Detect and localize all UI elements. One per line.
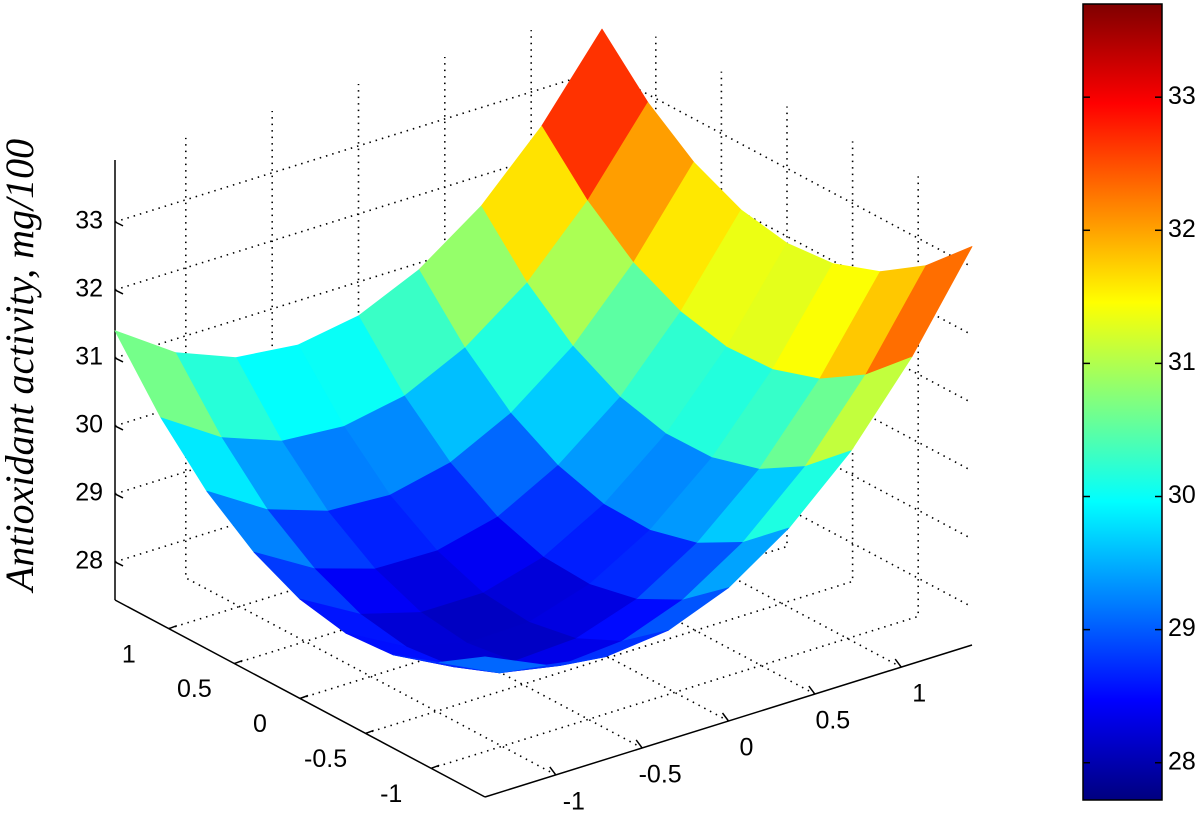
z-tick xyxy=(114,357,124,363)
colorbar-tick-label: 29 xyxy=(1168,614,1196,642)
z-tick-label: 29 xyxy=(75,479,103,507)
colorbar-tick-label: 31 xyxy=(1168,348,1196,376)
colorbar-tick-label: 32 xyxy=(1168,215,1196,243)
x-tick-label: -0.5 xyxy=(639,761,682,789)
y-tick-label: -1 xyxy=(380,780,402,808)
surface xyxy=(114,28,973,674)
z-tick xyxy=(114,561,124,567)
x-tick-label: 1 xyxy=(912,680,926,708)
x-tick xyxy=(808,685,816,695)
x-tick-label: -1 xyxy=(563,788,585,816)
colorbar-tick-label: 30 xyxy=(1168,481,1196,509)
grid-line xyxy=(114,137,973,336)
y-tick-label: 0.5 xyxy=(177,675,212,703)
x-tick xyxy=(635,739,643,749)
surface-cell xyxy=(438,656,546,674)
y-tick-label: 1 xyxy=(122,640,136,668)
grid-line xyxy=(430,176,920,770)
y-tick xyxy=(168,624,178,630)
y-tick xyxy=(234,659,243,665)
colorbar xyxy=(1082,3,1163,801)
z-tick-label: 31 xyxy=(75,343,103,371)
y-tick xyxy=(430,764,440,770)
x-tick xyxy=(549,766,557,776)
x-tick-label: 0 xyxy=(740,734,754,762)
z-tick-label: 33 xyxy=(75,206,103,234)
grid-line xyxy=(114,69,973,268)
grid-line xyxy=(114,205,973,404)
z-tick-label: 30 xyxy=(75,411,103,439)
z-tick xyxy=(114,425,124,431)
z-tick xyxy=(114,221,124,227)
z-tick-label: 28 xyxy=(75,547,103,575)
y-tick xyxy=(299,694,309,700)
colorbar-tick-label: 33 xyxy=(1168,82,1196,110)
y-tick-label: -0.5 xyxy=(304,745,347,773)
z-tick xyxy=(114,493,124,499)
z-axis-label: Antioxidant activity, mg/100 xyxy=(0,139,42,594)
y-tick xyxy=(365,729,374,735)
x-tick xyxy=(894,658,902,668)
grid-line xyxy=(365,141,854,735)
x-tick xyxy=(721,712,730,722)
colorbar-tick-label: 28 xyxy=(1168,747,1196,775)
z-tick xyxy=(114,289,124,295)
x-tick-label: 0.5 xyxy=(815,707,850,735)
z-tick-label: 32 xyxy=(75,275,103,303)
y-tick-label: 0 xyxy=(253,710,267,738)
